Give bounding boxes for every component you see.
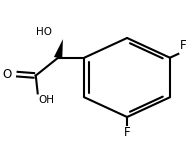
Text: O: O: [3, 68, 12, 80]
Text: HO: HO: [36, 27, 52, 37]
Text: F: F: [180, 39, 187, 52]
Text: OH: OH: [39, 95, 55, 105]
Text: F: F: [124, 126, 130, 139]
Polygon shape: [54, 39, 63, 58]
